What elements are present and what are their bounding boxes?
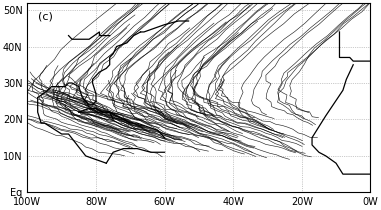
- Text: (c): (c): [38, 11, 53, 21]
